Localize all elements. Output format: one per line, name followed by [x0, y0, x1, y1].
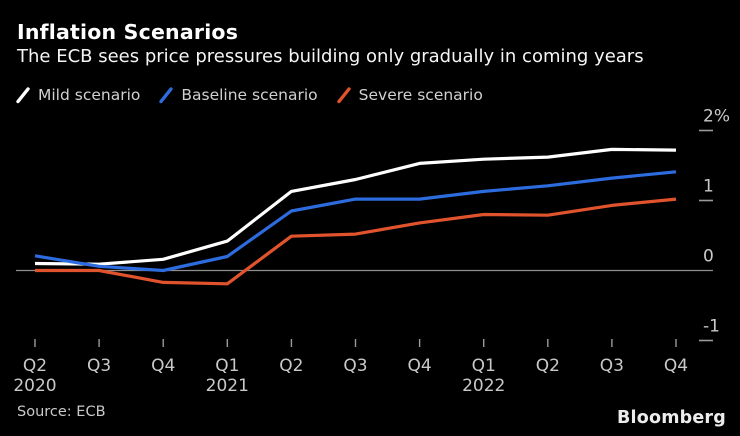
x-axis-label: Q4 [151, 356, 175, 376]
x-axis-label: Q4 [407, 356, 431, 376]
x-axis-label: Q4 [664, 356, 688, 376]
x-axis-label: Q1 [215, 356, 239, 376]
x-axis-label: Q2 [536, 356, 560, 376]
y-axis-label: 0 [703, 247, 714, 267]
severe-line-swatch-icon [336, 86, 351, 103]
y-axis-label: 2% [703, 107, 730, 127]
x-axis-label: Q2 [23, 356, 47, 376]
x-axis-year-label: 2020 [13, 376, 56, 396]
legend-item-baseline: Baseline scenario [159, 86, 318, 104]
x-axis-label: Q3 [87, 356, 111, 376]
series-line-baseline-scenario [34, 170, 677, 273]
source-label: Source: ECB [17, 404, 106, 420]
legend-label-mild: Mild scenario [38, 86, 141, 104]
x-axis-label: Q3 [600, 356, 624, 376]
x-axis-year-label: 2021 [206, 376, 249, 396]
chart-title: Inflation Scenarios [17, 20, 239, 44]
legend-label-severe: Severe scenario [358, 86, 483, 104]
x-axis-year-label: 2022 [462, 376, 505, 396]
x-axis-label: Q2 [279, 356, 303, 376]
baseline-line-swatch-icon [159, 86, 174, 103]
bloomberg-logo: Bloomberg [617, 408, 726, 428]
x-axis-label: Q1 [472, 356, 496, 376]
legend-item-mild: Mild scenario [16, 86, 140, 104]
chart-subtitle: The ECB sees price pressures building on… [17, 46, 644, 67]
legend-item-severe: Severe scenario [336, 86, 483, 104]
series-line-mild-scenario [34, 147, 677, 266]
mild-line-swatch-icon [16, 86, 30, 103]
y-axis-label: 1 [703, 177, 714, 197]
y-axis-label: -1 [703, 317, 720, 337]
legend-label-baseline: Baseline scenario [181, 86, 318, 104]
series-line-severe-scenario [35, 197, 677, 286]
chart-legend: Mild scenario Baseline scenario Severe s… [16, 86, 483, 104]
x-axis-label: Q3 [343, 356, 367, 376]
